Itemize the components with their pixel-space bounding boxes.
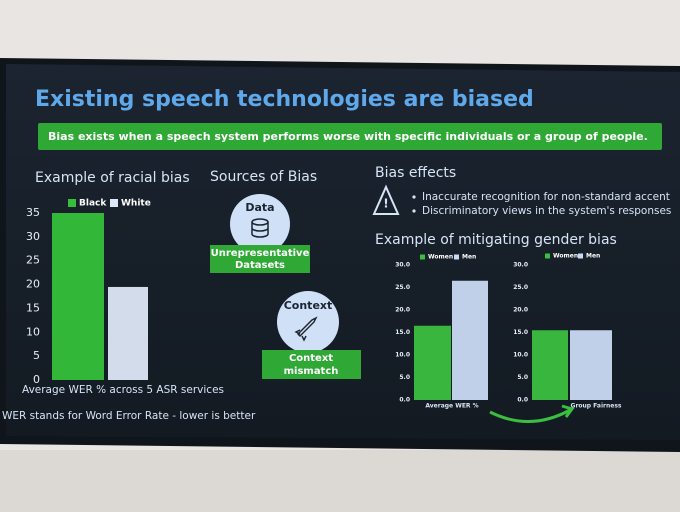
y-tick-label: 0.0 (399, 397, 410, 404)
warning-icon: ! (383, 197, 388, 211)
bar (108, 286, 148, 380)
circle-label: Data (245, 201, 274, 214)
y-tick-label: 25.0 (395, 284, 410, 291)
x-axis-label: Group Fairness (571, 403, 622, 410)
warning-icon (372, 184, 400, 215)
legend-label: White (121, 199, 151, 209)
circle-label: Context (284, 299, 333, 312)
y-tick-label: 35 (26, 206, 40, 219)
y-tick-label: 30.0 (395, 262, 410, 269)
effect-item: Discriminatory views in the system's res… (422, 205, 671, 217)
y-tick-label: 10.0 (513, 352, 528, 359)
source-label: mismatch (284, 366, 339, 377)
banner-text: Bias exists when a speech system perform… (48, 130, 648, 143)
legend-swatch (578, 253, 583, 259)
legend-swatch (420, 254, 425, 260)
y-tick-label: 30.0 (513, 262, 528, 269)
y-tick-label: 30 (26, 230, 40, 243)
legend-label: Black (79, 199, 107, 209)
y-tick-label: 5.0 (399, 374, 410, 381)
arrow (489, 408, 571, 423)
bar (570, 330, 612, 400)
sources-heading: Sources of Bias (210, 169, 317, 185)
legend-label: Women (553, 253, 578, 260)
y-tick-label: 5.0 (517, 374, 528, 381)
database-icon (251, 222, 269, 238)
data-circle (230, 194, 290, 254)
y-tick-label: 20.0 (513, 307, 528, 314)
y-tick-label: 5 (33, 349, 40, 362)
legend-label: Men (462, 254, 476, 261)
slide-title: Existing speech technologies are biased (35, 87, 534, 112)
source-label: Datasets (235, 260, 285, 271)
legend-label: Women (428, 254, 453, 261)
y-tick-label: 20.0 (395, 307, 410, 314)
y-tick-label: 15 (26, 301, 40, 314)
mitigation-heading: Example of mitigating gender bias (375, 232, 617, 248)
bar (452, 280, 488, 400)
y-tick-label: 25.0 (513, 284, 528, 291)
rocket-icon (294, 316, 318, 342)
x-axis-label: Average WER % across 5 ASR services (22, 384, 224, 396)
slide (6, 64, 680, 440)
footnote: WER stands for Word Error Rate - lower i… (2, 410, 256, 422)
context-circle (277, 291, 339, 353)
bullet (412, 209, 416, 213)
x-axis-label: Average WER % (425, 403, 478, 410)
bullet (412, 195, 416, 199)
floor-wall (0, 450, 680, 512)
source-box (262, 350, 361, 379)
effect-item: Inaccurate recognition for non-standard … (422, 191, 670, 203)
source-label: Context (289, 353, 333, 364)
banner (38, 123, 662, 150)
y-tick-label: 0.0 (517, 397, 528, 404)
bar (52, 213, 104, 380)
arrow-head (561, 404, 575, 418)
chart-title: Example of racial bias (35, 170, 190, 186)
y-tick-label: 25 (26, 254, 40, 267)
y-tick-label: 15.0 (395, 329, 410, 336)
y-tick-label: 10 (26, 325, 40, 338)
legend-label: Men (586, 253, 600, 260)
y-tick-label: 15.0 (513, 329, 528, 336)
legend-swatch (454, 254, 459, 260)
bar (532, 330, 568, 400)
effects-heading: Bias effects (375, 165, 456, 181)
y-tick-label: 10.0 (395, 352, 410, 359)
legend-swatch (110, 199, 118, 207)
source-label: Unrepresentative (211, 248, 310, 259)
y-tick-label: 20 (26, 278, 40, 291)
y-tick-label: 0 (33, 373, 40, 386)
legend-swatch (545, 253, 550, 259)
bar (414, 325, 451, 400)
source-box (210, 245, 310, 273)
legend-swatch (68, 199, 76, 207)
